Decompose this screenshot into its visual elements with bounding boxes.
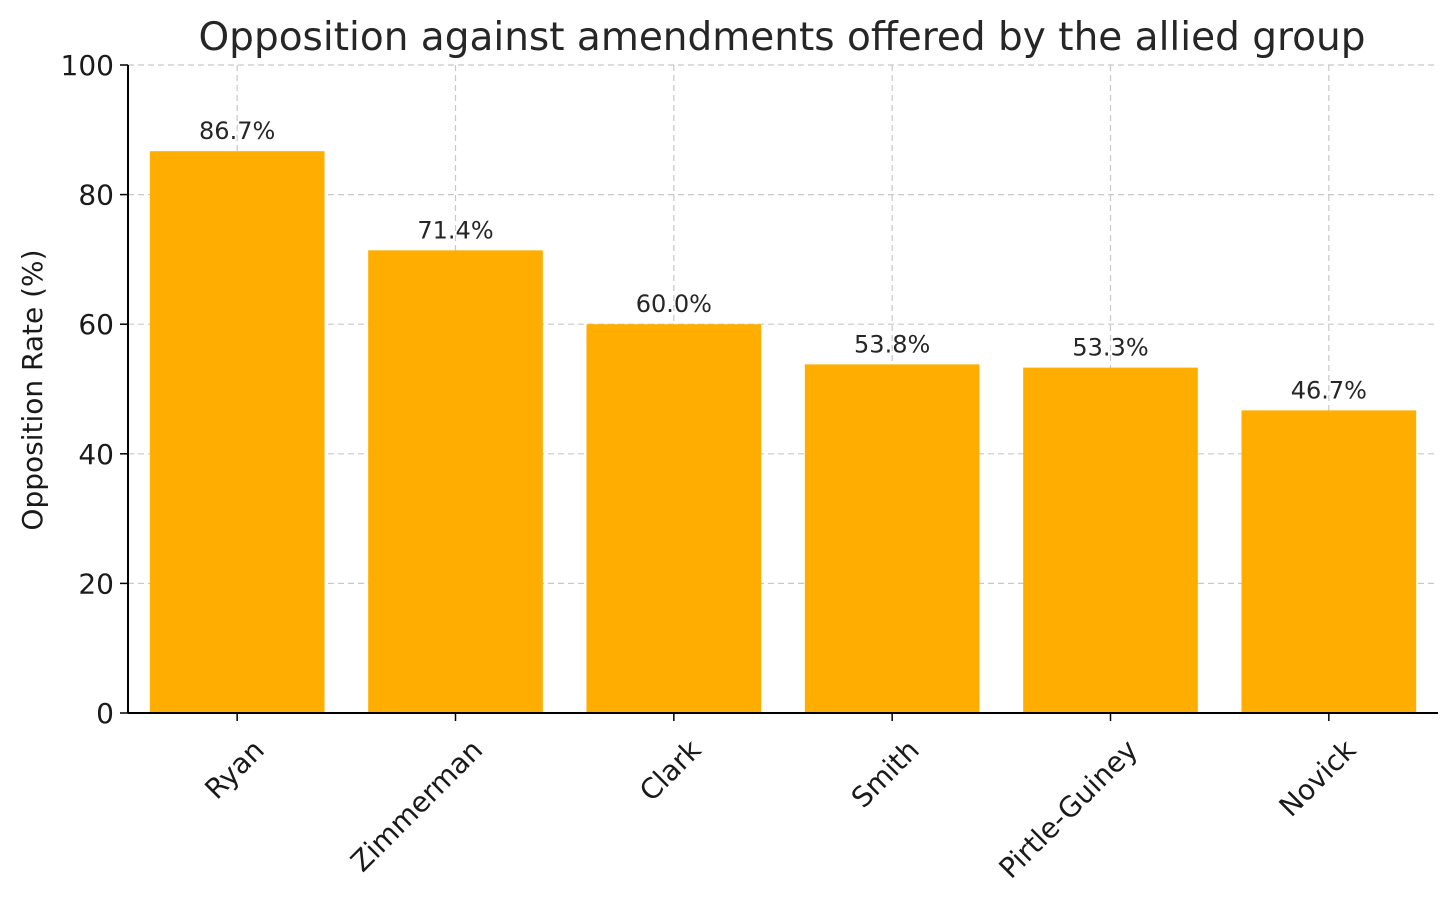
x-tick-label: Pirtle-Guiney bbox=[993, 733, 1145, 885]
y-tick-label: 20 bbox=[78, 567, 114, 600]
x-tick-label: Clark bbox=[633, 733, 708, 808]
data-label: 71.4% bbox=[417, 216, 493, 244]
x-tick-label: Novick bbox=[1273, 733, 1363, 823]
bars bbox=[149, 151, 1417, 713]
y-tick-label: 80 bbox=[78, 179, 114, 212]
y-tick-label: 0 bbox=[96, 697, 114, 730]
y-tick-label: 100 bbox=[61, 49, 114, 82]
x-tick-label: Zimmerman bbox=[344, 733, 489, 878]
bar-novick bbox=[1241, 410, 1417, 713]
x-tick-label: Ryan bbox=[198, 733, 270, 805]
data-label: 86.7% bbox=[199, 117, 275, 145]
bar-clark bbox=[586, 324, 762, 713]
data-label: 60.0% bbox=[636, 290, 712, 318]
bar-pirtle-guiney bbox=[1023, 367, 1198, 713]
data-label: 46.7% bbox=[1291, 376, 1367, 404]
axes bbox=[120, 64, 1438, 721]
y-tick-label: 40 bbox=[78, 438, 114, 471]
y-axis-label: Opposition Rate (%) bbox=[16, 249, 49, 530]
x-tick-label: Smith bbox=[845, 733, 926, 814]
data-label: 53.8% bbox=[854, 330, 930, 358]
bar-zimmerman bbox=[368, 250, 543, 713]
y-tick-label: 60 bbox=[78, 308, 114, 341]
data-label: 53.3% bbox=[1072, 334, 1148, 362]
bar-ryan bbox=[149, 151, 325, 713]
chart-title: Opposition against amendments offered by… bbox=[198, 15, 1365, 60]
bar-smith bbox=[804, 364, 980, 713]
